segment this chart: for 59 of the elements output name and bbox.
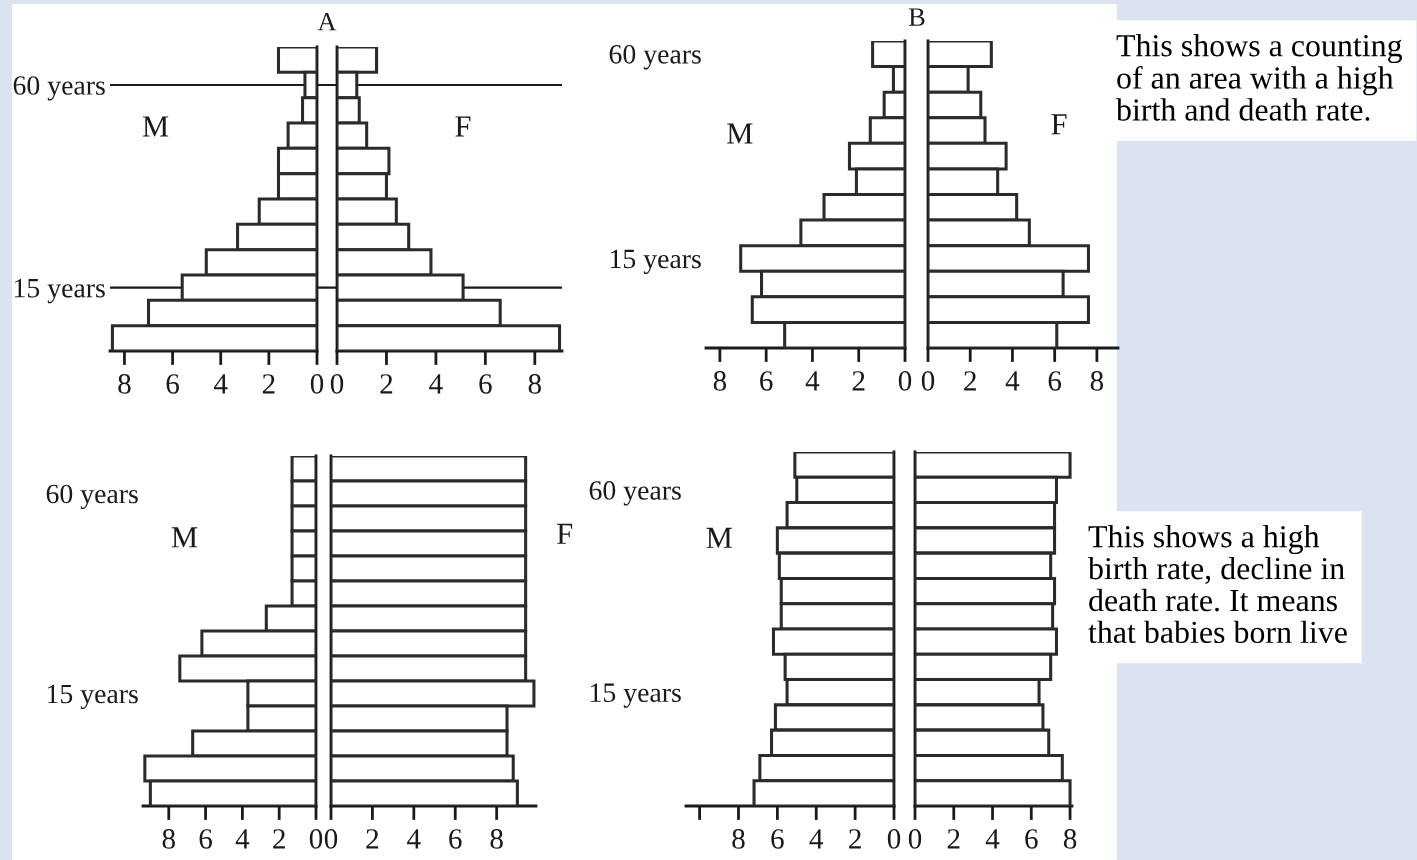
chart-title: A: [317, 12, 337, 31]
x-tick-label: 0: [309, 829, 323, 849]
x-tick-label: 6: [449, 829, 462, 849]
text: M: [727, 123, 753, 144]
x-tick-label: 8: [490, 829, 503, 849]
x-tick-label: 4: [429, 374, 443, 394]
x-tick-label: 4: [214, 374, 228, 394]
annotation: This shows a counting of an area with a high birth and death rate.: [1116, 34, 1402, 121]
x-tick-label: 4: [809, 829, 824, 849]
x-tick-label: 0: [898, 371, 912, 391]
x-tick-label: 4: [235, 829, 250, 849]
x-tick-label: 8: [118, 374, 131, 394]
y-tick-label: 15 years: [590, 683, 681, 708]
x-tick-label: 0: [324, 829, 338, 849]
x-tick-label: 4: [407, 829, 421, 849]
y-tick-label: 15 years: [610, 249, 701, 275]
x-tick-label: 2: [366, 829, 379, 849]
x-tick-label: 0: [330, 374, 344, 394]
x-tick-label: 2: [262, 374, 275, 394]
x-tick-label: 8: [732, 829, 745, 849]
x-tick-label: 8: [1090, 371, 1104, 391]
x-tick-label: 4: [1005, 371, 1020, 391]
x-tick-label: 8: [528, 374, 541, 394]
x-tick-label: 6: [479, 374, 492, 394]
x-tick-label: 2: [849, 829, 861, 849]
chart-title: B: [908, 8, 925, 26]
x-tick-label: 2: [852, 371, 865, 391]
y-tick-label: 15 years: [14, 278, 105, 304]
x-tick-label: 6: [771, 829, 784, 849]
x-tick-label: 6: [166, 374, 179, 394]
x-tick-label: 2: [964, 371, 976, 391]
series-label: M: [706, 527, 732, 548]
x-tick-label: 8: [1063, 829, 1077, 849]
text: This shows a high birth rate, decline in death rate. It means that babies born live: [1088, 525, 1347, 644]
x-tick-label: 0: [921, 371, 935, 391]
text: M: [142, 116, 169, 137]
x-tick-label: 6: [1048, 371, 1062, 391]
y-tick-label: 60 years: [46, 484, 138, 510]
series-label: F: [557, 523, 573, 544]
x-tick-label: 0: [887, 829, 901, 849]
y-tick-label: 60 years: [13, 76, 105, 101]
x-tick-label: 2: [273, 829, 285, 849]
x-tick-label: 4: [805, 371, 820, 391]
text: M: [171, 527, 198, 548]
x-tick-label: 6: [199, 829, 212, 849]
x-tick-label: 4: [985, 829, 1000, 849]
x-tick-label: 6: [1025, 829, 1038, 849]
x-tick-label: 2: [947, 829, 960, 849]
series-label: F: [1051, 114, 1067, 135]
text: F: [455, 116, 471, 137]
x-tick-label: 2: [380, 374, 393, 394]
x-tick-label: 0: [908, 829, 922, 849]
y-tick-label: 60 years: [589, 481, 681, 506]
x-tick-label: 6: [760, 371, 773, 391]
x-tick-label: 0: [310, 374, 324, 394]
x-tick-label: 8: [713, 371, 727, 391]
y-tick-label: 15 years: [47, 684, 138, 710]
y-tick-label: 60 years: [609, 44, 701, 70]
x-tick-label: 8: [162, 829, 175, 849]
